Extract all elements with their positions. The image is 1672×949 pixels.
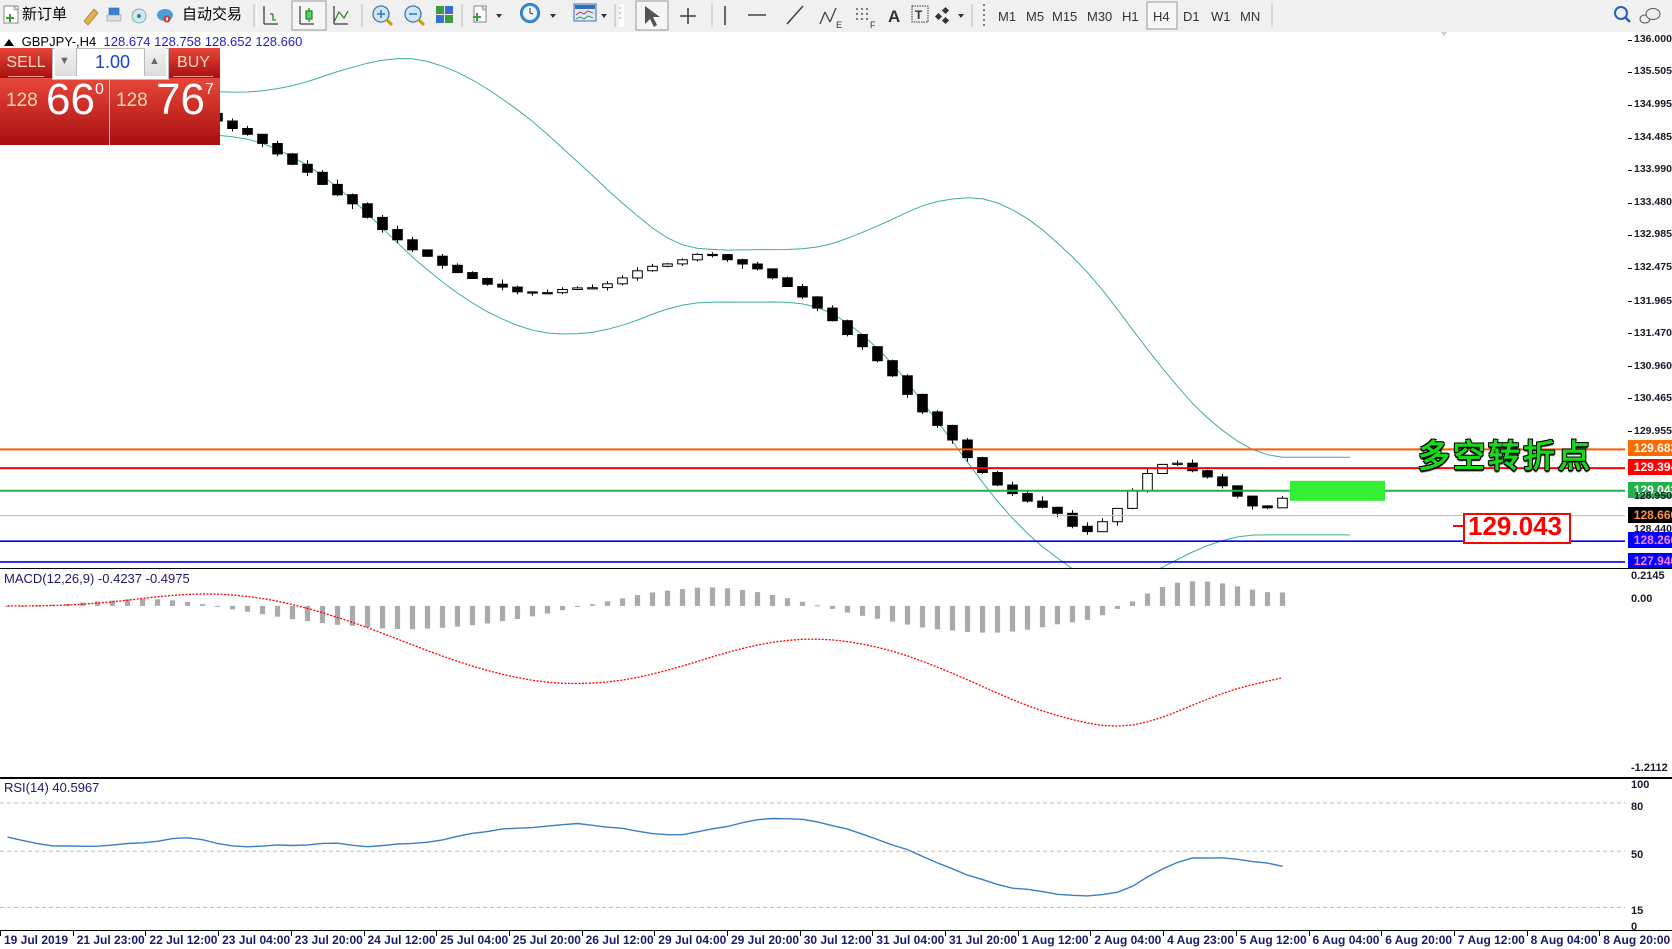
- svg-text:T: T: [915, 8, 923, 22]
- svg-text:新订单: 新订单: [22, 6, 67, 23]
- svg-text:自动交易: 自动交易: [182, 5, 242, 23]
- svg-text:M30: M30: [1087, 9, 1112, 24]
- svg-text:M5: M5: [1026, 9, 1044, 24]
- svg-text:MN: MN: [1240, 9, 1260, 24]
- svg-text:W1: W1: [1211, 9, 1231, 24]
- svg-text:F: F: [870, 20, 876, 30]
- svg-text:E: E: [836, 20, 842, 30]
- svg-text:M15: M15: [1052, 9, 1077, 24]
- svg-text:H4: H4: [1153, 9, 1170, 24]
- svg-text:M1: M1: [998, 9, 1016, 24]
- svg-text:A: A: [888, 7, 900, 26]
- svg-text:H1: H1: [1122, 9, 1139, 24]
- svg-text:D1: D1: [1183, 9, 1200, 24]
